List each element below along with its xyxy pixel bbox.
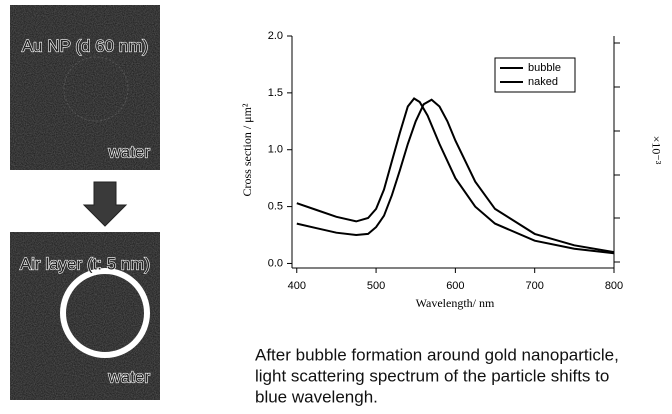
series-line xyxy=(296,97,615,255)
x-tick-label: 800 xyxy=(605,280,623,292)
panel-grain xyxy=(10,232,160,400)
legend-box xyxy=(494,57,576,93)
y-axis-label: Cross section / μm² xyxy=(240,103,254,196)
caption-line: light scattering spectrum of the particl… xyxy=(255,366,609,385)
legend-label: bubble xyxy=(528,62,561,74)
x-axis-label: Wavelength/ nm xyxy=(416,296,495,310)
y-tick-label: 0.5 xyxy=(268,200,283,212)
medium-label: water xyxy=(107,367,150,386)
panel-label: Air layer (t: 5 nm) xyxy=(20,254,150,273)
legend-label: naked xyxy=(528,76,558,88)
x-tick-label: 600 xyxy=(446,280,464,292)
x-tick-label: 700 xyxy=(526,280,544,292)
air-layer xyxy=(60,268,150,358)
panel-grain xyxy=(10,5,160,170)
y-tick-label: 1.0 xyxy=(268,144,283,156)
x-tick-label: 500 xyxy=(367,280,385,292)
nanoparticle xyxy=(63,56,129,122)
caption-line: blue wavelengh. xyxy=(255,387,378,406)
panel-label: Au NP (d 60 nm) xyxy=(22,36,148,55)
arrow xyxy=(82,181,128,227)
y-tick-label: 1.5 xyxy=(268,87,283,99)
series-line xyxy=(296,98,615,254)
y2-ticks xyxy=(614,42,620,263)
y-tick-label: 0.0 xyxy=(268,257,283,269)
caption-line: After bubble formation around gold nanop… xyxy=(255,345,619,364)
x-tick-label: 400 xyxy=(288,280,306,292)
y2-axis-label: ×10⁻³ xyxy=(649,136,663,165)
medium-label: water xyxy=(107,142,150,161)
y-tick-label: 2.0 xyxy=(268,30,283,42)
